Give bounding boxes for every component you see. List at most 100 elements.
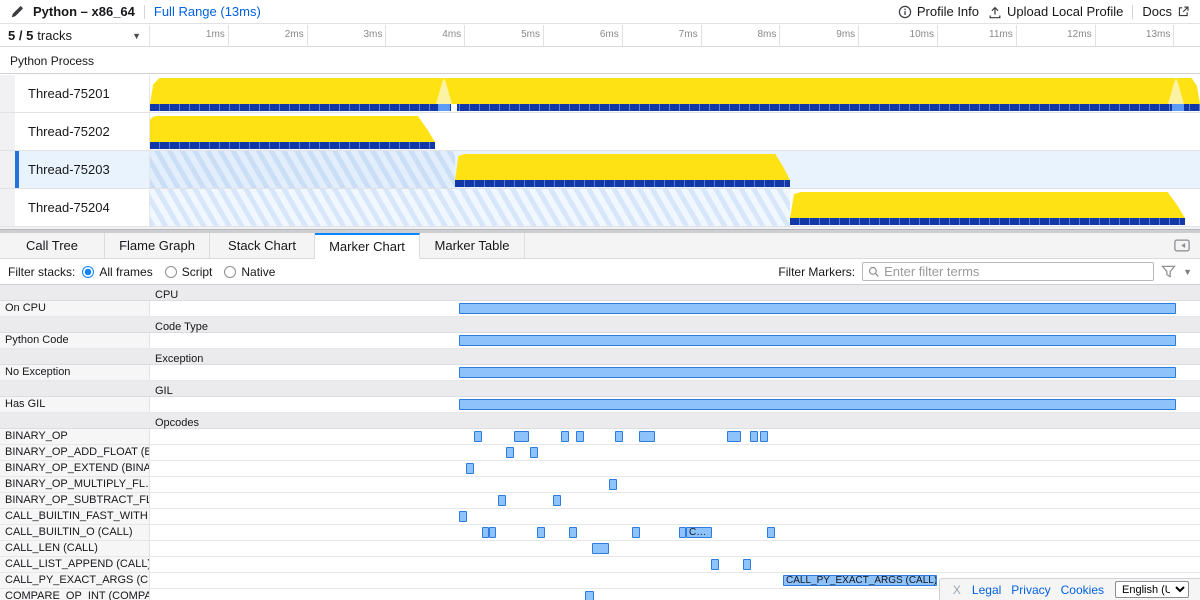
track-label-cell[interactable]: Thread-75202 xyxy=(15,113,150,150)
marker-bar[interactable] xyxy=(609,479,617,490)
upload-local-profile-button[interactable]: Upload Local Profile xyxy=(988,4,1123,19)
marker-bar[interactable] xyxy=(506,447,514,458)
filter-options-caret[interactable]: ▼ xyxy=(1183,266,1192,277)
track-activity-graph[interactable] xyxy=(150,113,1200,150)
track-activity-graph[interactable] xyxy=(150,151,1200,188)
marker-bar[interactable]: C… xyxy=(686,527,712,538)
track-label: Thread-75202 xyxy=(28,124,110,139)
marker-bar[interactable] xyxy=(482,527,489,538)
marker-bar[interactable] xyxy=(743,559,751,570)
marker-row-label-text: No Exception xyxy=(5,366,71,378)
marker-bar[interactable] xyxy=(711,559,719,570)
stack-filter-native[interactable]: Native xyxy=(224,265,275,279)
marker-bar[interactable] xyxy=(514,431,529,442)
marker-bar[interactable] xyxy=(530,447,538,458)
track-label-cell[interactable]: Thread-75204 xyxy=(15,189,150,226)
ruler-ticks[interactable]: 1ms 2ms 3ms 4ms 5ms 6ms 7ms 8ms 9ms 10ms 11ms 12ms 1… xyxy=(150,25,1200,46)
search-icon xyxy=(868,266,880,278)
tab-marker-table[interactable]: Marker Table xyxy=(420,233,525,258)
tab-call-tree[interactable]: Call Tree xyxy=(0,233,105,258)
marker-row: No Exception xyxy=(0,365,1200,381)
filter-markers-label: Filter Markers: xyxy=(778,264,856,279)
marker-bar[interactable] xyxy=(498,495,506,506)
marker-bar[interactable] xyxy=(585,591,594,600)
header-separator-2 xyxy=(1132,4,1134,19)
marker-bar[interactable] xyxy=(553,495,561,506)
footer-link-legal[interactable]: Legal xyxy=(971,582,1002,597)
marker-bar[interactable] xyxy=(727,431,741,442)
marker-row-label: On CPU xyxy=(0,301,150,316)
track-row[interactable]: Thread-75203 xyxy=(0,151,1200,189)
process-header-row[interactable]: Python Process xyxy=(0,48,1200,74)
marker-bar[interactable] xyxy=(639,431,655,442)
external-link-icon xyxy=(1177,5,1190,18)
marker-bar[interactable] xyxy=(569,527,577,538)
track-row[interactable]: Thread-75202 xyxy=(0,113,1200,151)
marker-bar[interactable] xyxy=(459,303,1176,314)
docs-link[interactable]: Docs xyxy=(1142,4,1190,19)
marker-row-label: BINARY_OP_EXTEND (BINA… xyxy=(0,461,150,476)
ruler-tick: 7ms xyxy=(623,25,702,46)
marker-bar[interactable] xyxy=(459,511,467,522)
marker-bar[interactable] xyxy=(561,431,569,442)
marker-bar[interactable] xyxy=(489,527,496,538)
marker-row-label-text: On CPU xyxy=(5,302,46,314)
marker-row: BINARY_OP xyxy=(0,429,1200,445)
filter-funnel-icon[interactable] xyxy=(1161,265,1176,279)
footer-link-privacy[interactable]: Privacy xyxy=(1011,582,1051,597)
tab-flame-graph[interactable]: Flame Graph xyxy=(105,233,210,258)
track-activity-graph[interactable] xyxy=(150,75,1200,112)
tab-marker-chart[interactable]: Marker Chart xyxy=(315,233,420,259)
radio-button[interactable] xyxy=(164,265,177,278)
track-label-cell[interactable]: Thread-75201 xyxy=(15,75,150,112)
footer-close-button[interactable]: X xyxy=(952,582,961,597)
profile-info-button[interactable]: Profile Info xyxy=(898,4,979,19)
marker-filter-input[interactable] xyxy=(884,264,1149,279)
footer-link-cookies[interactable]: Cookies xyxy=(1060,582,1104,597)
marker-bar[interactable] xyxy=(767,527,775,538)
marker-row: BINARY_OP_MULTIPLY_FL… xyxy=(0,477,1200,493)
stack-filter-all-frames[interactable]: All frames xyxy=(82,265,153,279)
tab-stack-chart[interactable]: Stack Chart xyxy=(210,233,315,258)
marker-row-label-text: BINARY_OP_ADD_FLOAT (B… xyxy=(5,446,150,458)
marker-bar[interactable] xyxy=(592,543,609,554)
radio-button[interactable] xyxy=(82,265,95,278)
stack-filter-script[interactable]: Script xyxy=(164,265,212,279)
marker-bar[interactable] xyxy=(679,527,686,538)
marker-bar[interactable] xyxy=(750,431,758,442)
panel-splitter[interactable] xyxy=(0,229,1200,233)
tracks-count: 5 / 5 xyxy=(8,28,34,43)
marker-bar[interactable] xyxy=(576,431,584,442)
radio-button[interactable] xyxy=(224,265,237,278)
samples-strip xyxy=(150,104,1200,111)
track-activity-graph[interactable] xyxy=(150,189,1200,226)
marker-bar[interactable]: CALL_PY_EXACT_ARGS (CALL) xyxy=(783,575,937,586)
ruler-tick: 8ms xyxy=(702,25,781,46)
language-select[interactable]: English (US) xyxy=(1115,581,1189,598)
marker-bar[interactable] xyxy=(474,431,482,442)
marker-bar[interactable] xyxy=(760,431,768,442)
marker-bar[interactable] xyxy=(459,335,1176,346)
marker-bar[interactable] xyxy=(537,527,545,538)
marker-row-label: COMPARE_OP_INT (COMPA… xyxy=(0,589,150,600)
marker-bar[interactable] xyxy=(615,431,623,442)
filter-bar: Filter stacks: All frames Script Native Fi… xyxy=(0,259,1200,285)
track-label-cell[interactable]: Thread-75203 xyxy=(15,151,150,188)
collapse-sidebar-icon[interactable] xyxy=(1174,239,1190,252)
edit-profile-name-icon[interactable] xyxy=(10,5,24,19)
full-range-link[interactable]: Full Range (13ms) xyxy=(153,4,261,19)
marker-bar[interactable] xyxy=(459,399,1176,410)
marker-row-label: CALL_BUILTIN_O (CALL) xyxy=(0,525,150,540)
marker-category-row: CPU xyxy=(0,285,1200,301)
marker-bar[interactable] xyxy=(466,463,474,474)
marker-row-label-text: BINARY_OP_SUBTRACT_FL… xyxy=(5,494,150,506)
marker-filter-box xyxy=(862,262,1155,281)
track-row[interactable]: Thread-75204 xyxy=(0,189,1200,227)
track-row[interactable]: Thread-75201 xyxy=(0,75,1200,113)
marker-bar[interactable] xyxy=(459,367,1176,378)
marker-row-label: BINARY_OP xyxy=(0,429,150,444)
thread-tracks: Thread-75201 Thread-75202 Thread-75203 Thre… xyxy=(0,75,1200,229)
tracks-visibility-dropdown[interactable]: 5 / 5 tracks ▼ xyxy=(0,25,150,46)
details-panel: Call Tree Flame Graph Stack Chart Marker Ch… xyxy=(0,233,1200,600)
marker-bar[interactable] xyxy=(632,527,640,538)
